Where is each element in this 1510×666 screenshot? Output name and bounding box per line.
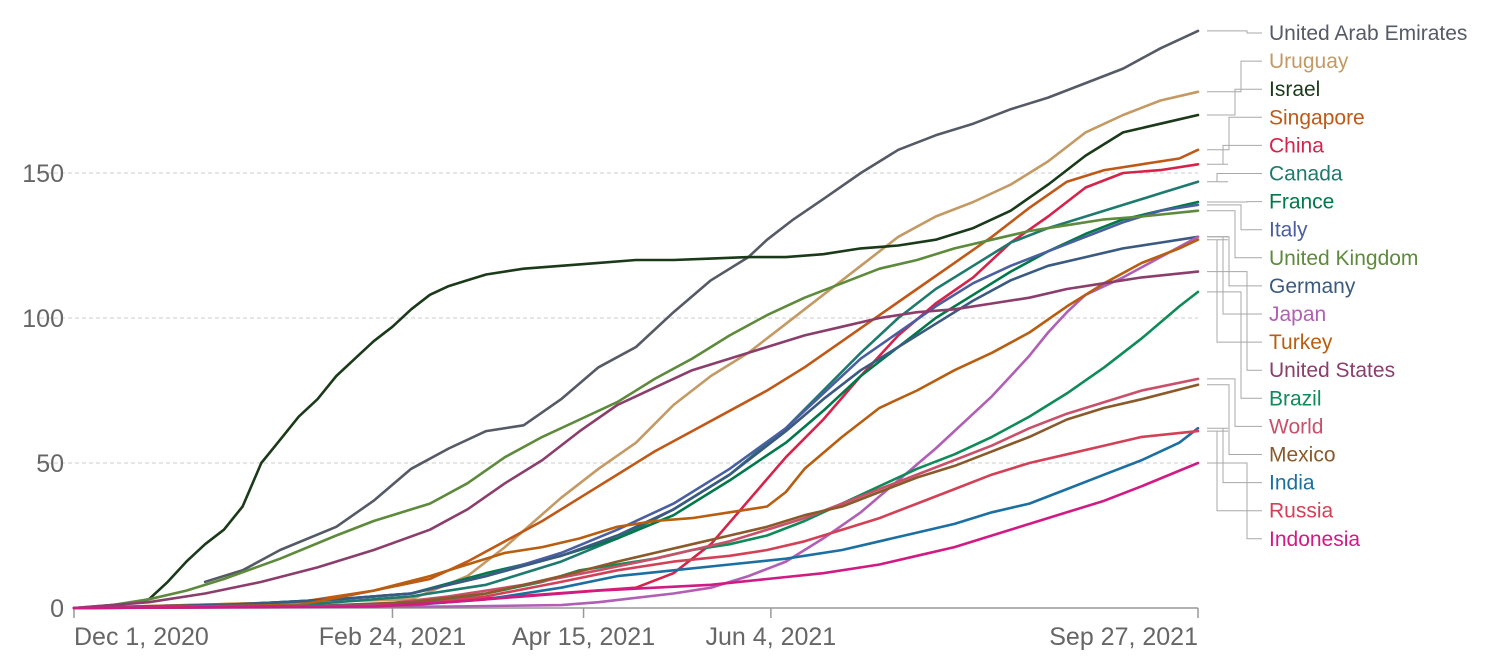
- y-tick-label: 0: [50, 595, 64, 623]
- legend-connector: [1207, 239, 1262, 343]
- legend-label-china[interactable]: China: [1269, 134, 1324, 157]
- series-line-canada[interactable]: [72, 180, 1200, 610]
- legend-connector: [1207, 378, 1262, 427]
- series-line-united-states[interactable]: [72, 270, 1200, 610]
- legend-connector: [1207, 462, 1262, 540]
- legend-label-canada[interactable]: Canada: [1269, 163, 1343, 186]
- legend-connector: [1207, 30, 1262, 34]
- series-line-united-arab-emirates[interactable]: [203, 29, 1200, 584]
- series-line-india[interactable]: [72, 426, 1200, 610]
- legend-label-israel[interactable]: Israel: [1269, 78, 1320, 101]
- legend-label-turkey[interactable]: Turkey: [1269, 331, 1333, 354]
- series-line-china[interactable]: [72, 163, 1200, 610]
- series-line-israel[interactable]: [72, 113, 1200, 610]
- x-tick-label: Feb 24, 2021: [319, 623, 466, 651]
- legend-label-united-states[interactable]: United States: [1269, 359, 1395, 382]
- series-line-brazil[interactable]: [72, 290, 1200, 610]
- x-tick-label: Sep 27, 2021: [1049, 623, 1198, 651]
- series-line-indonesia[interactable]: [72, 461, 1200, 610]
- legend-label-world[interactable]: World: [1269, 415, 1323, 438]
- x-tick-label: Apr 15, 2021: [512, 623, 655, 651]
- series-line-russia[interactable]: [72, 429, 1200, 610]
- grid-lines: [40, 172, 1198, 464]
- legend-label-france[interactable]: France: [1269, 191, 1334, 214]
- legend-connector: [1207, 427, 1262, 484]
- legend-label-japan[interactable]: Japan: [1269, 303, 1326, 326]
- legend-connector: [1207, 204, 1262, 231]
- legend-connector: [1207, 210, 1262, 259]
- legend-label-uruguay[interactable]: Uruguay: [1269, 50, 1349, 73]
- legend-connector: [1207, 271, 1262, 371]
- legend-connector: [1207, 144, 1262, 165]
- y-tick-label: 150: [22, 160, 64, 188]
- legend: United Arab Emirates Uruguay Israel Singapo…: [1207, 22, 1467, 551]
- y-axis: 0 50 100 150: [22, 160, 64, 623]
- legend-connector: [1207, 173, 1262, 183]
- legend-label-mexico[interactable]: Mexico: [1269, 444, 1336, 467]
- legend-connector: [1207, 291, 1262, 399]
- series-line-germany[interactable]: [72, 235, 1200, 610]
- legend-connector: [1207, 60, 1262, 93]
- x-axis: Dec 1, 2020 Feb 24, 2021 Apr 15, 2021 Jun 4…: [73, 607, 1199, 651]
- legend-connector: [1207, 384, 1262, 455]
- legend-label-united-kingdom[interactable]: United Kingdom: [1269, 247, 1418, 270]
- legend-label-russia[interactable]: Russia: [1269, 500, 1334, 523]
- series-line-turkey[interactable]: [72, 238, 1200, 610]
- series-line-france[interactable]: [72, 200, 1200, 610]
- legend-label-singapore[interactable]: Singapore: [1269, 106, 1365, 129]
- legend-label-brazil[interactable]: Brazil: [1269, 387, 1322, 410]
- series-line-mexico[interactable]: [72, 383, 1200, 610]
- legend-label-united-arab-emirates[interactable]: United Arab Emirates: [1269, 22, 1467, 45]
- x-tick-label: Jun 4, 2021: [706, 623, 837, 651]
- series-line-italy[interactable]: [72, 203, 1200, 610]
- series-line-singapore[interactable]: [72, 148, 1200, 610]
- legend-connector: [1207, 430, 1262, 512]
- series-line-world[interactable]: [72, 377, 1200, 610]
- x-tick-label: Dec 1, 2020: [74, 623, 209, 651]
- legend-label-india[interactable]: India: [1269, 472, 1315, 495]
- legend-label-germany[interactable]: Germany: [1269, 275, 1356, 298]
- legend-label-italy[interactable]: Italy: [1269, 219, 1308, 242]
- legend-connector: [1207, 116, 1262, 151]
- series-line-united-kingdom[interactable]: [72, 209, 1200, 610]
- legend-label-indonesia[interactable]: Indonesia: [1269, 528, 1360, 551]
- y-tick-label: 50: [36, 450, 64, 478]
- y-tick-label: 100: [22, 305, 64, 333]
- series-line-japan[interactable]: [72, 235, 1200, 610]
- legend-connector: [1207, 88, 1262, 116]
- series-lines: [72, 29, 1200, 610]
- series-line-uruguay[interactable]: [72, 90, 1200, 610]
- legend-connector: [1207, 236, 1262, 315]
